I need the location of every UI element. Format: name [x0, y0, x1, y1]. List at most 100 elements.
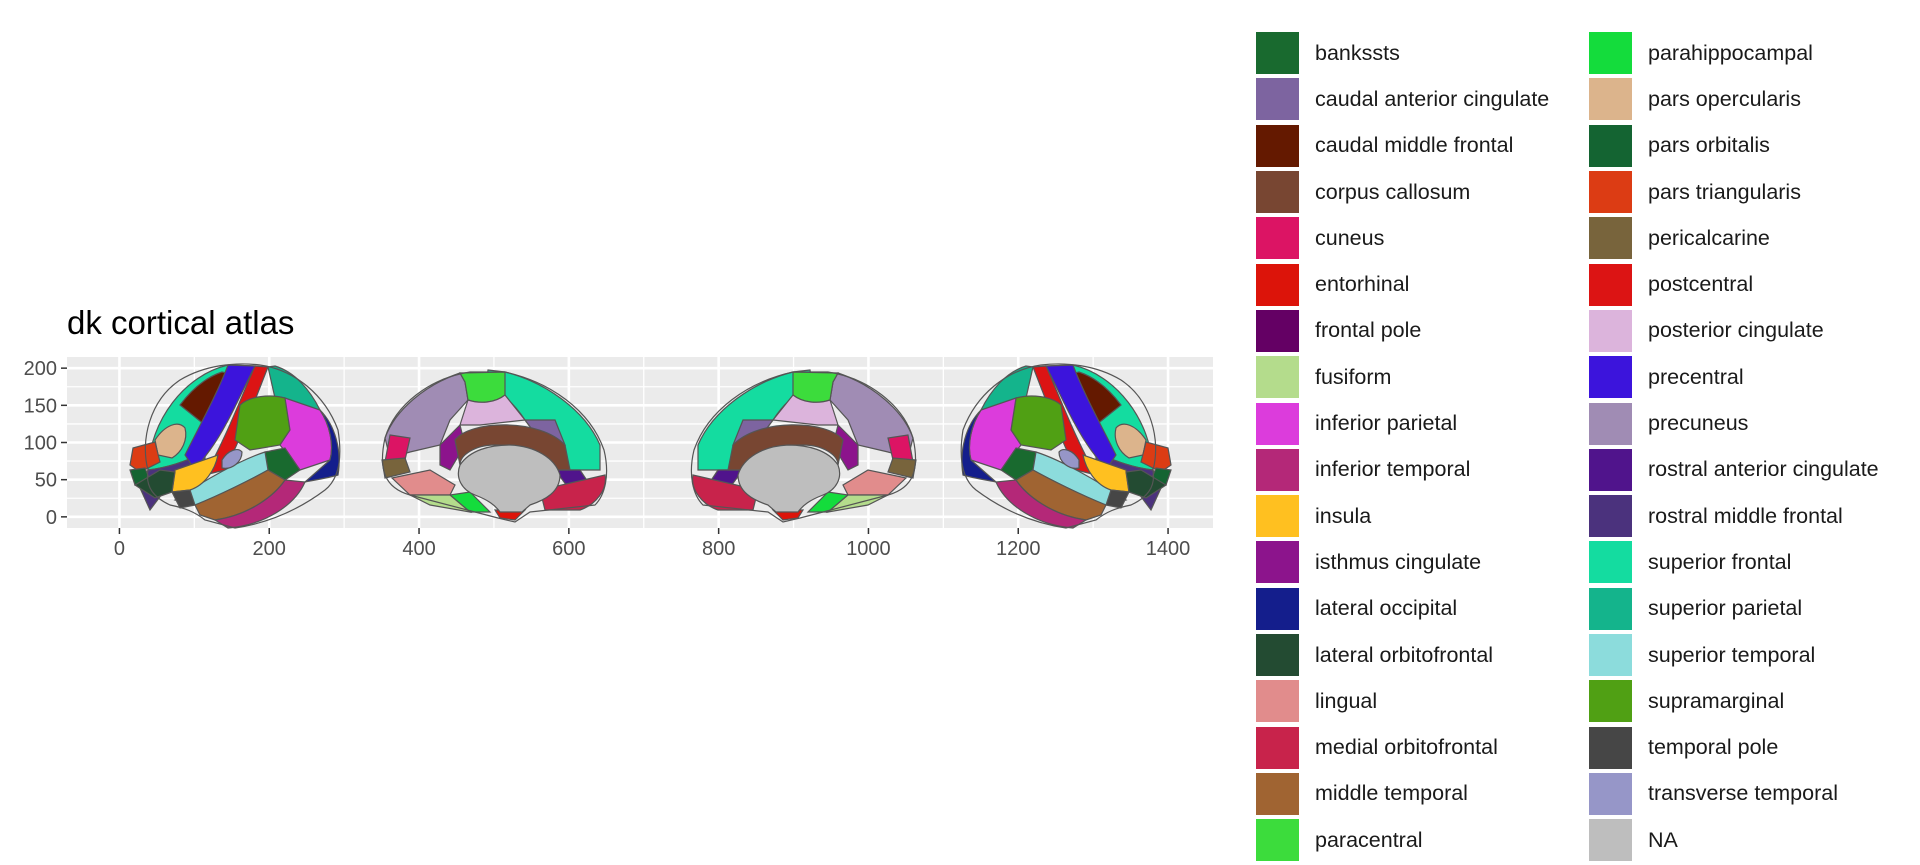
region-supramarginal [234, 395, 291, 451]
legend-swatch [1256, 495, 1299, 538]
legend-entry: inferior parietal [1256, 400, 1549, 446]
region-lateral-outline [144, 363, 341, 529]
legend-label: inferior parietal [1315, 411, 1458, 436]
legend-swatch [1256, 263, 1299, 306]
legend-label: inferior temporal [1315, 457, 1471, 482]
legend-entry: corpus callosum [1256, 169, 1549, 215]
legend-entry: middle temporal [1256, 771, 1549, 817]
legend-swatch [1589, 32, 1632, 75]
region-lateral-outline [960, 363, 1157, 529]
legend-entry: entorhinal [1256, 261, 1549, 307]
legend-label: caudal anterior cingulate [1315, 86, 1550, 111]
legend-entry: superior frontal [1589, 539, 1879, 585]
legend-swatch [1589, 726, 1632, 769]
y-tick-label: 200 [24, 358, 57, 380]
legend-label: frontal pole [1315, 318, 1422, 343]
legend-swatch [1589, 495, 1632, 538]
region-pars-triangularis [1140, 441, 1172, 473]
region-transverse-temporal [1058, 449, 1080, 469]
legend-entry: pars opercularis [1589, 76, 1879, 122]
region-lingual-medial [390, 469, 456, 496]
legend-label: precentral [1648, 364, 1744, 389]
region-precuneus-medial [829, 372, 914, 459]
legend-entry: NA [1589, 817, 1879, 863]
legend-label: cuneus [1315, 225, 1385, 250]
legend-entry: lateral orbitofrontal [1256, 632, 1549, 678]
legend-swatch [1256, 171, 1299, 214]
legend-swatch [1256, 541, 1299, 584]
legend-entry: inferior temporal [1256, 447, 1549, 493]
legend-entry: superior temporal [1589, 632, 1879, 678]
legend-entry: paracentral [1256, 817, 1549, 863]
legend-entry: pars triangularis [1589, 169, 1879, 215]
legend-label: medial orbitofrontal [1315, 735, 1498, 760]
legend-swatch [1256, 726, 1299, 769]
legend-swatch [1256, 32, 1299, 75]
legend-label: pericalcarine [1648, 225, 1770, 250]
legend-entry: fusiform [1256, 354, 1549, 400]
legend-swatch [1589, 263, 1632, 306]
legend-swatch [1589, 217, 1632, 260]
legend-column-left: bankssts caudal anterior cingulate caudal … [1256, 30, 1549, 863]
legend-label: lingual [1315, 688, 1378, 713]
region-lateral-occipital [961, 409, 999, 484]
y-tick-label: 0 [46, 507, 57, 529]
legend-entry: pars orbitalis [1589, 123, 1879, 169]
legend-label: NA [1648, 827, 1678, 852]
legend-swatch [1256, 402, 1299, 445]
region-posterior-cingulate-medial [771, 394, 839, 426]
x-tick-label: 800 [702, 538, 735, 560]
legend-swatch [1589, 448, 1632, 491]
legend-entry: medial orbitofrontal [1256, 724, 1549, 770]
legend-swatch [1256, 217, 1299, 260]
legend-entry: precuneus [1589, 400, 1879, 446]
legend-swatch [1589, 309, 1632, 352]
region-precuneus-medial [384, 372, 469, 459]
legend-label: lateral occipital [1315, 596, 1458, 621]
legend-entry: precentral [1589, 354, 1879, 400]
legend-swatch [1256, 356, 1299, 399]
legend-label: pars orbitalis [1648, 133, 1770, 158]
legend-entry: frontal pole [1256, 308, 1549, 354]
region-na-medial [737, 444, 841, 513]
region-inferior-temporal [213, 479, 306, 529]
legend-entry: postcentral [1589, 261, 1879, 307]
legend-swatch [1256, 78, 1299, 121]
legend-entry: supramarginal [1589, 678, 1879, 724]
x-tick-label: 1400 [1146, 538, 1191, 560]
legend-entry: bankssts [1256, 30, 1549, 76]
legend-label: fusiform [1315, 364, 1392, 389]
legend-swatch [1256, 587, 1299, 630]
legend-label: insula [1315, 503, 1372, 528]
legend-swatch [1589, 819, 1632, 862]
region-transverse-temporal [221, 449, 243, 469]
legend-entry: lingual [1256, 678, 1549, 724]
region-pars-opercularis [154, 423, 187, 459]
legend-swatch [1589, 541, 1632, 584]
legend-swatch [1589, 680, 1632, 723]
x-tick-label: 0 [114, 538, 125, 560]
legend-label: transverse temporal [1648, 781, 1838, 806]
y-tick-label: 50 [35, 470, 57, 492]
legend-entry: temporal pole [1589, 724, 1879, 770]
region-pars-triangularis [129, 441, 161, 473]
legend-swatch [1256, 772, 1299, 815]
region-lateral-orbitofrontal [133, 469, 176, 499]
legend-label: isthmus cingulate [1315, 549, 1482, 574]
legend-swatch [1589, 772, 1632, 815]
legend-label: posterior cingulate [1648, 318, 1824, 343]
legend-label: caudal middle frontal [1315, 133, 1514, 158]
view-left-medial [381, 369, 608, 523]
legend-swatch [1256, 819, 1299, 862]
legend-label: superior temporal [1648, 642, 1816, 667]
legend-entry: posterior cingulate [1589, 308, 1879, 354]
legend-entry: isthmus cingulate [1256, 539, 1549, 585]
region-posterior-cingulate-medial [459, 394, 527, 426]
legend-label: pars triangularis [1648, 179, 1801, 204]
legend-entry: rostral middle frontal [1589, 493, 1879, 539]
legend-swatch [1589, 78, 1632, 121]
region-lingual-medial [842, 469, 908, 496]
y-tick-label: 150 [24, 395, 57, 417]
legend-label: postcentral [1648, 272, 1754, 297]
legend-swatch [1589, 124, 1632, 167]
